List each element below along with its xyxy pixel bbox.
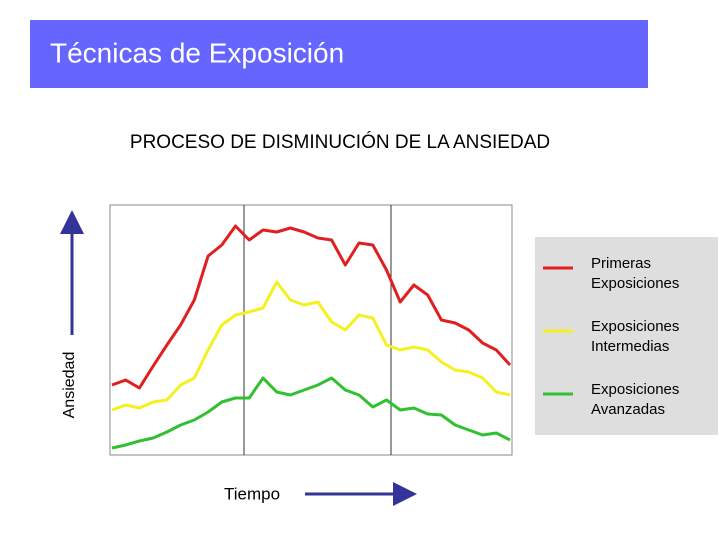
legend-label: Avanzadas — [591, 401, 665, 418]
header-bar — [30, 20, 648, 88]
legend-label: Primeras — [591, 255, 651, 272]
legend-label: Exposiciones — [591, 318, 679, 335]
legend-label: Intermedias — [591, 338, 669, 355]
series-line — [111, 224, 512, 390]
series-line — [111, 280, 511, 412]
legend-label: Exposiciones — [591, 381, 679, 398]
series-line — [111, 376, 511, 450]
chart-title: PROCESO DE DISMINUCIÓN DE LA ANSIEDAD — [130, 131, 550, 153]
legend-box — [535, 237, 718, 435]
header: Técnicas de Exposición — [50, 37, 344, 68]
plot-area — [109, 204, 513, 456]
x-axis-label: Tiempo — [224, 484, 280, 503]
y-axis-label: Ansiedad — [61, 352, 78, 419]
legend-label: Exposiciones — [591, 275, 679, 292]
